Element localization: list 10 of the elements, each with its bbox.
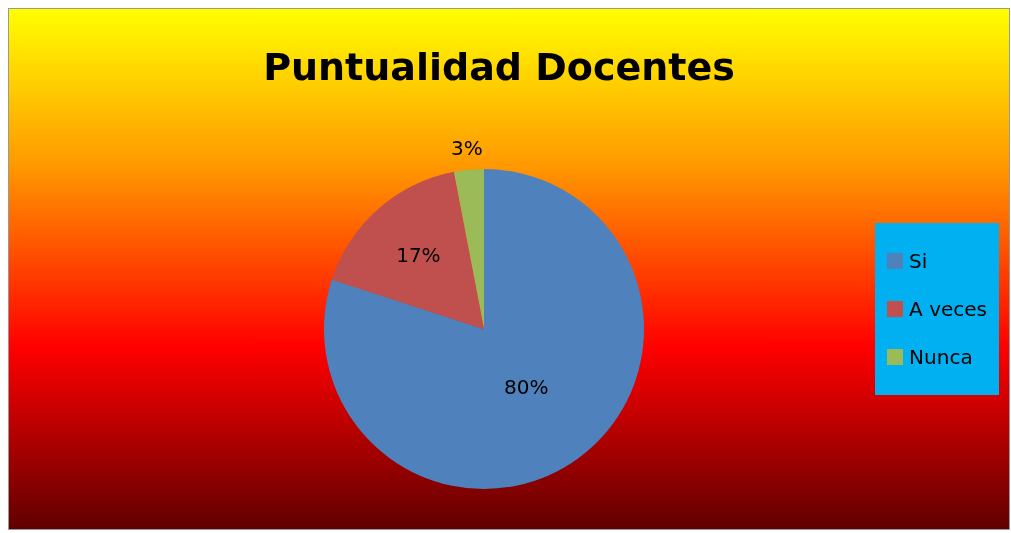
pie-slice xyxy=(331,171,484,329)
legend-label: Si xyxy=(909,249,928,273)
data-label: 3% xyxy=(451,135,483,160)
legend-label: A veces xyxy=(909,297,987,321)
pie-slice xyxy=(324,169,644,489)
legend-label: Nunca xyxy=(909,345,973,369)
pie-slice xyxy=(454,169,484,329)
chart-title: Puntualidad Docentes xyxy=(262,45,736,89)
data-label: 80% xyxy=(504,375,549,400)
data-label: 17% xyxy=(396,242,441,267)
